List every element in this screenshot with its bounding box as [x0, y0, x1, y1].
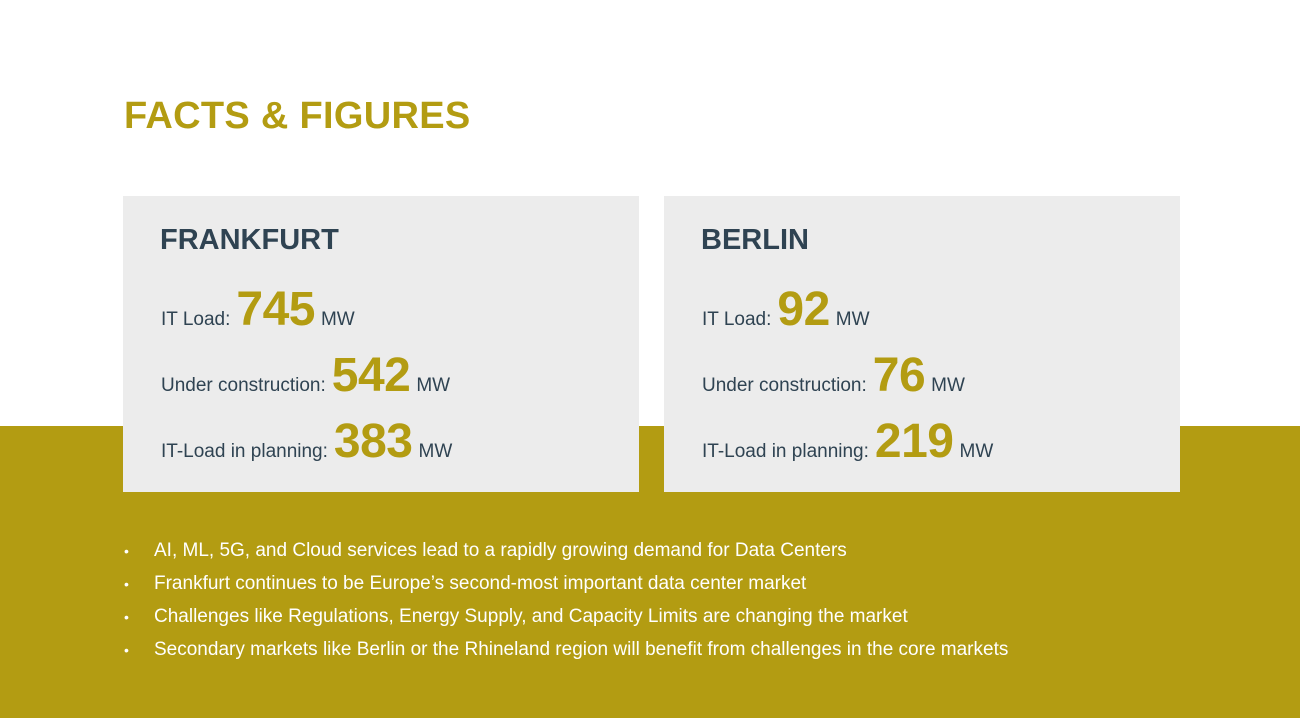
stat-unit: MW	[418, 441, 453, 462]
stat-unit: MW	[959, 441, 994, 462]
stat-unit: MW	[835, 309, 870, 330]
bullet-icon: •	[124, 543, 129, 559]
stat-label: IT Load:	[702, 309, 772, 330]
bullet-icon: •	[124, 642, 129, 658]
stat-label: Under construction:	[702, 375, 867, 396]
stat-unit: MW	[931, 375, 965, 396]
city-name: FRANKFURT	[160, 224, 339, 256]
stat-value: 76	[872, 349, 926, 402]
stat-label: Under construction:	[161, 375, 326, 396]
stat-it-load: IT Load: 745 MW	[161, 282, 355, 336]
stat-unit: MW	[416, 375, 451, 396]
list-item: • AI, ML, 5G, and Cloud services lead to …	[124, 536, 1008, 569]
list-item: • Secondary markets like Berlin or the Rh…	[124, 635, 1008, 668]
bullet-text: Frankfurt continues to be Europe’s secon…	[154, 573, 807, 594]
page-title: FACTS & FIGURES	[124, 95, 471, 137]
stat-value: 92	[777, 283, 830, 336]
bullet-text: Secondary markets like Berlin or the Rhi…	[154, 639, 1009, 660]
stat-under-construction: Under construction: 542 MW	[161, 348, 451, 402]
stat-unit: MW	[320, 309, 355, 330]
bullet-text: AI, ML, 5G, and Cloud services lead to a…	[154, 540, 847, 561]
city-name: BERLIN	[701, 224, 809, 256]
city-card-berlin: BERLIN IT Load: 92 MW Under construction…	[664, 196, 1180, 492]
stat-label: IT-Load in planning:	[161, 441, 328, 462]
stat-value: 219	[874, 415, 954, 468]
list-item: • Frankfurt continues to be Europe’s seco…	[124, 569, 1008, 602]
stat-value: 542	[331, 349, 411, 402]
city-card-frankfurt: FRANKFURT IT Load: 745 MW Under construc…	[123, 196, 639, 492]
bullet-text: Challenges like Regulations, Energy Supp…	[154, 606, 908, 627]
stat-it-load: IT Load: 92 MW	[702, 282, 870, 336]
bullet-icon: •	[124, 576, 129, 592]
stat-under-construction: Under construction: 76 MW	[702, 348, 965, 402]
stat-label: IT Load:	[161, 309, 231, 330]
bullet-icon: •	[124, 609, 129, 625]
stat-label: IT-Load in planning:	[702, 441, 869, 462]
list-item: • Challenges like Regulations, Energy Sup…	[124, 602, 1008, 635]
stat-value: 745	[236, 283, 315, 336]
stat-value: 383	[333, 415, 413, 468]
stat-it-load-planning: IT-Load in planning: 383 MW	[161, 414, 453, 468]
stat-it-load-planning: IT-Load in planning: 219 MW	[702, 414, 994, 468]
bullet-list: • AI, ML, 5G, and Cloud services lead to …	[124, 536, 1008, 668]
